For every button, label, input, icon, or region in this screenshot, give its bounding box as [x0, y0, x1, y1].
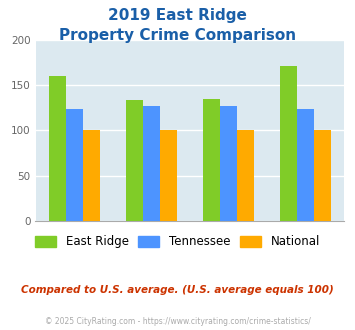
Bar: [49, 76, 66, 221]
Bar: [297, 109, 314, 221]
Bar: [126, 100, 143, 221]
Bar: [220, 106, 237, 221]
Bar: [280, 66, 297, 221]
Bar: [66, 109, 83, 221]
Bar: [143, 106, 160, 221]
Text: Compared to U.S. average. (U.S. average equals 100): Compared to U.S. average. (U.S. average …: [21, 285, 334, 295]
Legend: East Ridge, Tennessee, National: East Ridge, Tennessee, National: [31, 231, 324, 253]
Bar: [83, 130, 100, 221]
Text: © 2025 CityRating.com - https://www.cityrating.com/crime-statistics/: © 2025 CityRating.com - https://www.city…: [45, 317, 310, 326]
Bar: [314, 130, 331, 221]
Bar: [203, 99, 220, 221]
Bar: [160, 130, 177, 221]
Text: Property Crime Comparison: Property Crime Comparison: [59, 28, 296, 43]
Text: 2019 East Ridge: 2019 East Ridge: [108, 8, 247, 23]
Bar: [237, 130, 254, 221]
